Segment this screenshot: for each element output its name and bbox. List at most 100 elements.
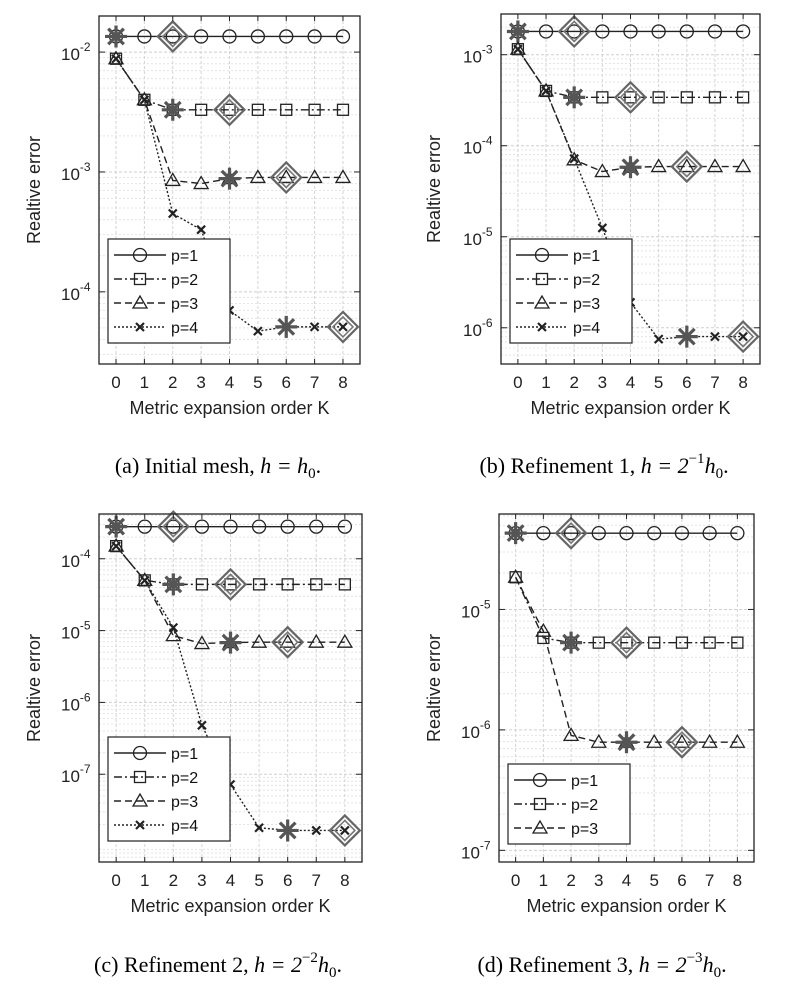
diamond-marker-inner — [619, 86, 642, 109]
data-point-p=1 — [251, 519, 267, 534]
diamond-marker-inner — [219, 573, 242, 596]
x-tick-label: 2 — [569, 373, 578, 392]
legend-marker-p=4 — [537, 322, 547, 332]
data-point-p=1 — [222, 29, 237, 44]
data-point-p=4 — [710, 331, 720, 342]
x-tick-label: 3 — [594, 871, 603, 890]
x-tick-label: 3 — [598, 373, 607, 392]
data-point-p=3 — [136, 572, 153, 587]
data-point-p=3 — [535, 622, 552, 637]
star-marker — [560, 631, 583, 654]
panel-caption: (b) Refinement 1, h = 2−1h0. — [479, 451, 728, 482]
diamond-marker-inner — [218, 98, 241, 121]
y-axis-label: Realtive error — [24, 136, 44, 244]
x-tick-label: 8 — [338, 373, 347, 392]
data-point-p=1 — [335, 29, 351, 44]
data-point-p=2 — [596, 91, 609, 104]
data-point-p=3 — [678, 158, 695, 173]
x-tick-label: 1 — [140, 373, 149, 392]
data-point-p=2 — [708, 91, 722, 104]
x-tick-label: 7 — [710, 373, 719, 392]
star-marker — [105, 515, 128, 538]
data-point-p=1 — [674, 525, 690, 541]
diamond-marker-inner — [276, 631, 299, 654]
y-tick-label: 10-7 — [61, 762, 91, 786]
legend-marker-p=3 — [531, 819, 549, 834]
data-point-p=1 — [647, 525, 662, 541]
legend-marker-p=1 — [534, 247, 550, 263]
series-line-p=2 — [517, 48, 744, 99]
legend-marker-p=3 — [533, 294, 551, 309]
legend-label-p=1: p=1 — [171, 746, 198, 763]
series-line-p=2 — [115, 545, 345, 586]
data-point-p=2 — [680, 91, 693, 104]
diamond-marker — [665, 725, 699, 759]
data-point-p=4 — [139, 575, 150, 586]
star-marker — [162, 573, 185, 596]
data-point-p=1 — [166, 519, 181, 534]
data-point-p=4 — [340, 825, 350, 836]
data-point-p=4 — [738, 331, 748, 342]
legend-marker-p=1 — [132, 745, 148, 761]
x-tick-label: 6 — [283, 871, 292, 890]
diamond-marker-inner — [563, 20, 586, 43]
diamond-marker — [613, 80, 648, 114]
data-point-p=1 — [137, 29, 152, 44]
data-point-p=3 — [308, 633, 325, 648]
x-tick-label: 1 — [541, 373, 550, 392]
data-point-p=4 — [597, 223, 608, 233]
data-point-p=3 — [594, 163, 611, 178]
diamond-marker-inner — [670, 731, 694, 754]
data-point-p=3 — [278, 169, 295, 184]
diamond-marker-inner — [275, 166, 298, 189]
data-point-p=1 — [619, 525, 634, 541]
diamond-marker — [554, 516, 588, 550]
x-tick-label: 8 — [738, 373, 747, 392]
data-point-p=1 — [591, 525, 606, 541]
legend-box — [509, 238, 633, 344]
data-point-p=2 — [336, 103, 350, 116]
data-point-p=2 — [251, 103, 265, 116]
panel-caption: (d) Refinement 3, h = 2−3h0. — [477, 950, 726, 981]
data-point-p=3 — [164, 172, 181, 187]
data-point-p=3 — [192, 175, 210, 190]
data-point-p=3 — [249, 169, 267, 184]
x-tick-label: 4 — [225, 373, 234, 392]
data-point-p=3 — [193, 635, 211, 650]
legend-marker-p=2 — [535, 272, 549, 286]
data-point-p=1 — [165, 29, 180, 44]
data-point-p=1 — [193, 29, 209, 44]
data-point-p=1 — [623, 24, 638, 39]
legend-label-p=3: p=3 — [171, 296, 198, 313]
x-tick-label: 0 — [511, 871, 520, 890]
data-point-p=3 — [509, 40, 527, 55]
diamond-marker — [326, 310, 360, 344]
data-point-p=3 — [537, 82, 555, 97]
panel-c: 0 1 2 3 4 5 6 7 8 10-7 10-6 10-5 10-4 Metric expansio… — [24, 510, 363, 981]
x-tick-label: 4 — [226, 871, 235, 890]
data-point-p=4 — [196, 224, 206, 235]
x-tick-label: 5 — [254, 871, 263, 890]
x-tick-label: 1 — [140, 871, 149, 890]
x-axis-label: Metric expansion order K — [129, 398, 329, 418]
data-point-p=4 — [311, 825, 322, 836]
legend-label-p=1: p=1 — [171, 248, 198, 265]
data-point-p=2 — [252, 578, 266, 591]
diamond-marker — [212, 93, 247, 127]
star-marker — [615, 731, 638, 754]
data-point-p=3 — [165, 627, 182, 642]
legend-label-p=4: p=4 — [171, 320, 198, 337]
data-point-p=4 — [253, 326, 263, 336]
data-point-p=3 — [701, 733, 718, 748]
data-point-p=3 — [590, 733, 607, 748]
x-tick-label: 0 — [513, 373, 522, 392]
panel-d: 0 1 2 3 4 5 6 7 8 10-7 10-6 10-5 Metric expansion or… — [424, 513, 755, 981]
legend-label-p=3: p=3 — [571, 821, 598, 838]
data-point-p=4 — [168, 622, 179, 633]
x-tick-label: 5 — [253, 373, 262, 392]
data-point-p=2 — [624, 91, 637, 104]
data-point-p=3 — [279, 633, 296, 648]
diamond-marker — [156, 19, 190, 54]
diamond-marker-inner — [333, 819, 356, 842]
diamond-marker-inner — [331, 315, 355, 339]
